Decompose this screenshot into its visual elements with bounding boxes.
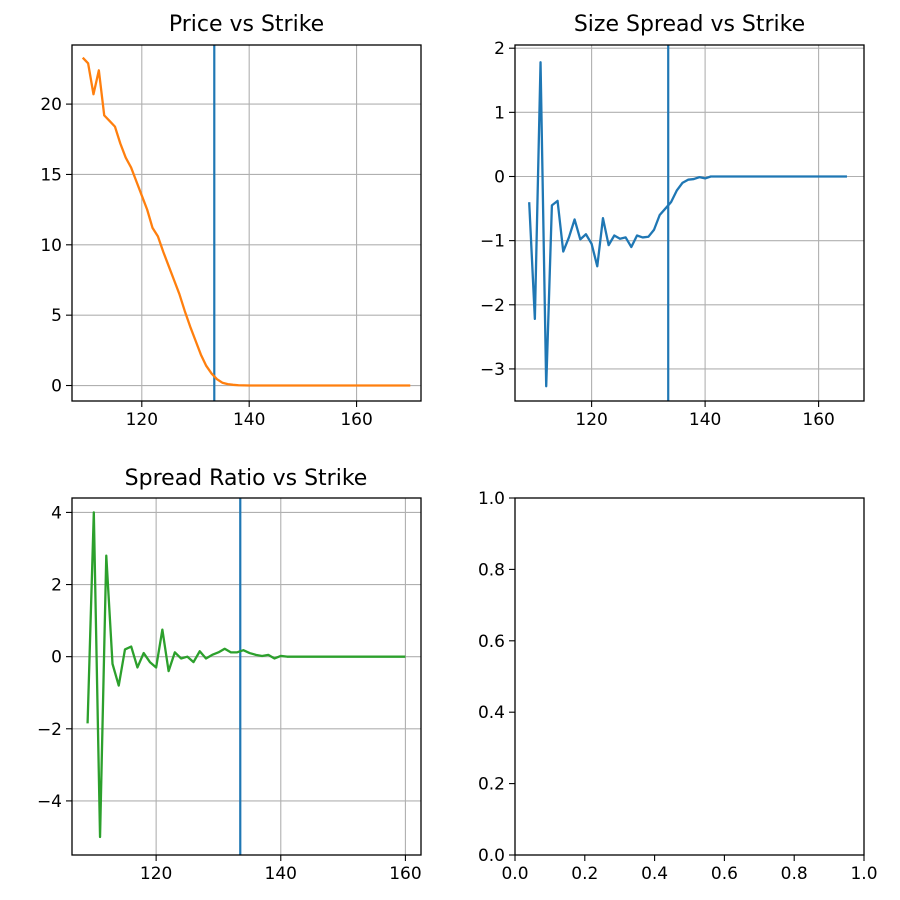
series-line bbox=[81, 56, 411, 387]
y-tick-label: 0.8 bbox=[478, 560, 505, 580]
y-tick-label: 0 bbox=[51, 648, 62, 668]
x-tick-label: 120 bbox=[126, 410, 158, 430]
chart-title: Price vs Strike bbox=[169, 12, 324, 37]
y-tick-label: 10 bbox=[40, 236, 62, 256]
chart-price-vs-strike: Price vs Strike 120 140 160 0 5 10 15 20 bbox=[40, 12, 422, 430]
axes-frame bbox=[514, 497, 865, 856]
y-tick-label: −3 bbox=[480, 360, 505, 380]
y-tick-label: 5 bbox=[51, 306, 62, 326]
y-tick-label: −2 bbox=[37, 720, 62, 740]
y-tick-label: 1 bbox=[494, 103, 505, 123]
y-tick-label: 0 bbox=[494, 167, 505, 187]
y-tick-label: 2 bbox=[51, 576, 62, 596]
x-tick-label: 0.2 bbox=[571, 864, 598, 884]
x-tick-label: 0.6 bbox=[711, 864, 738, 884]
y-tick-label: 1.0 bbox=[478, 489, 505, 509]
chart-empty-axes: 0.0 0.2 0.4 0.6 0.8 1.0 0.0 0.2 0.4 0.6 0.8 1.0 bbox=[478, 489, 878, 884]
x-tick-label: 160 bbox=[389, 864, 421, 884]
y-tick-label: 15 bbox=[40, 165, 62, 185]
axes-frame bbox=[71, 44, 422, 402]
y-tick-label: 0.2 bbox=[478, 775, 505, 795]
chart-size-spread-vs-strike: Size Spread vs Strike 120 140 160 −3 −2 −1 0 1 2 bbox=[480, 12, 865, 430]
x-tick-label: 0.4 bbox=[641, 864, 668, 884]
y-tick-label: 4 bbox=[51, 503, 62, 523]
x-tick-label: 120 bbox=[140, 864, 172, 884]
x-tick-label: 140 bbox=[265, 864, 297, 884]
axes-frame bbox=[71, 497, 422, 856]
x-tick-label: 160 bbox=[802, 410, 834, 430]
x-tick-label: 140 bbox=[689, 410, 721, 430]
y-tick-label: 0.4 bbox=[478, 703, 505, 723]
chart-spread-ratio-vs-strike: Spread Ratio vs Strike 120 140 160 −4 −2 0 2 4 bbox=[37, 466, 422, 884]
y-tick-label: 2 bbox=[494, 39, 505, 59]
chart-title: Spread Ratio vs Strike bbox=[125, 466, 368, 491]
x-tick-label: 160 bbox=[340, 410, 372, 430]
series-line bbox=[86, 511, 406, 839]
y-tick-label: 0.0 bbox=[478, 846, 505, 866]
y-tick-label: 0 bbox=[51, 377, 62, 397]
y-tick-label: −4 bbox=[37, 792, 62, 812]
y-tick-label: 0.6 bbox=[478, 632, 505, 652]
y-tick-label: −1 bbox=[480, 232, 505, 252]
x-tick-label: 140 bbox=[233, 410, 265, 430]
x-tick-label: 1.0 bbox=[850, 864, 877, 884]
x-tick-label: 0.0 bbox=[501, 864, 528, 884]
x-tick-label: 120 bbox=[575, 410, 607, 430]
series-line bbox=[528, 61, 847, 388]
axes-frame bbox=[514, 44, 865, 402]
x-tick-label: 0.8 bbox=[781, 864, 808, 884]
y-tick-label: 20 bbox=[40, 95, 62, 115]
chart-title: Size Spread vs Strike bbox=[574, 12, 805, 37]
y-tick-label: −2 bbox=[480, 296, 505, 316]
